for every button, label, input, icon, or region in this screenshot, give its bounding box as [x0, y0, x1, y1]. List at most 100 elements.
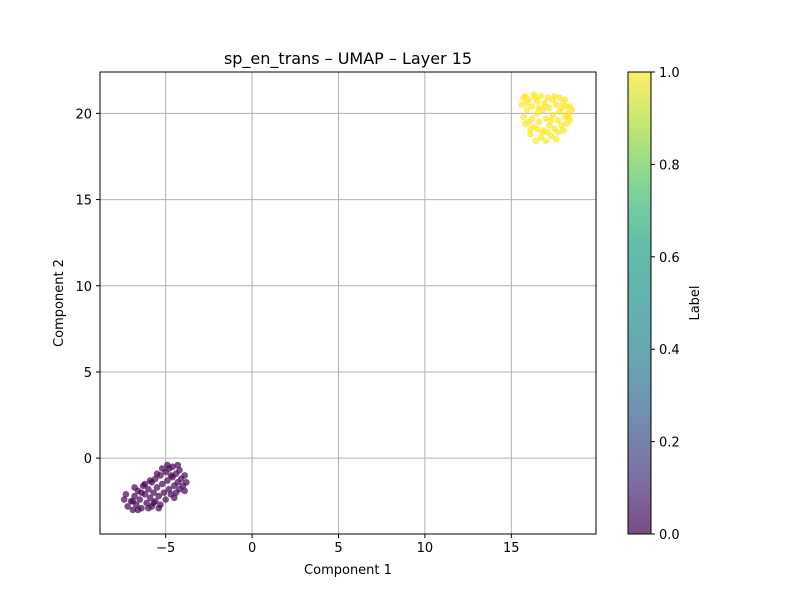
- data-point: [174, 461, 182, 469]
- y-tick-label: 15: [75, 194, 92, 209]
- data-point: [120, 496, 128, 503]
- data-point: [143, 499, 150, 507]
- data-point: [131, 484, 138, 491]
- data-point: [181, 472, 188, 479]
- data-point: [539, 129, 546, 136]
- data-point: [160, 489, 168, 496]
- y-tick-label: 20: [75, 107, 92, 122]
- data-point: [155, 492, 163, 500]
- data-point: [129, 506, 137, 514]
- grid-lines: [100, 72, 596, 534]
- data-point: [537, 92, 544, 100]
- data-point: [158, 480, 166, 488]
- data-point: [167, 472, 175, 479]
- y-tick-label: 10: [75, 280, 92, 295]
- data-point: [523, 99, 531, 107]
- data-point: [145, 485, 152, 493]
- x-axis-ticks: −5 0 5 10 15: [156, 534, 520, 556]
- data-point: [552, 101, 560, 109]
- data-point: [527, 125, 534, 133]
- data-point: [566, 103, 574, 110]
- data-point: [145, 504, 152, 512]
- data-point: [535, 118, 543, 126]
- colorbar-tick-label: 0.4: [659, 343, 680, 358]
- data-point: [152, 475, 159, 483]
- data-point: [559, 127, 567, 134]
- data-point: [181, 487, 188, 495]
- data-point: [521, 120, 529, 128]
- data-point: [134, 506, 142, 514]
- data-point: [518, 101, 525, 109]
- y-tick-label: 5: [84, 366, 92, 381]
- data-points: [120, 91, 576, 514]
- data-point: [523, 106, 531, 114]
- data-point: [122, 491, 130, 498]
- data-point: [150, 499, 157, 507]
- x-tick-label: 10: [417, 541, 434, 556]
- data-point: [542, 137, 550, 145]
- colorbar-tick-label: 0.2: [659, 436, 680, 451]
- data-point: [544, 94, 551, 102]
- y-tick-label: 0: [84, 452, 92, 467]
- data-point: [131, 492, 138, 500]
- data-point: [547, 116, 555, 124]
- data-point: [552, 135, 560, 143]
- data-point: [183, 478, 190, 486]
- data-point: [558, 122, 565, 129]
- data-point: [141, 480, 149, 488]
- colorbar: [627, 71, 652, 535]
- data-point: [544, 129, 551, 136]
- data-point: [155, 504, 163, 512]
- data-point: [542, 103, 550, 110]
- data-point: [532, 94, 539, 102]
- data-point: [532, 137, 539, 145]
- data-point: [164, 461, 171, 469]
- x-tick-label: 15: [503, 541, 520, 556]
- data-point: [146, 477, 154, 484]
- data-point: [533, 125, 541, 133]
- data-point: [551, 92, 558, 100]
- chart-title: sp_en_trans – UMAP – Layer 15: [224, 49, 472, 69]
- colorbar-ticks: 0.0 0.2 0.4 0.6 0.8 1.0: [651, 66, 680, 543]
- data-point: [171, 494, 178, 502]
- data-point: [158, 465, 166, 472]
- data-point: [129, 497, 137, 505]
- x-tick-label: −5: [156, 541, 175, 556]
- x-tick-label: 5: [334, 541, 342, 556]
- data-point: [176, 466, 183, 474]
- plot-frame: [99, 71, 597, 535]
- data-point: [165, 485, 173, 493]
- data-point: [153, 484, 161, 491]
- data-point: [554, 116, 562, 124]
- data-point: [542, 115, 550, 122]
- data-point: [549, 111, 557, 119]
- data-point: [528, 115, 536, 122]
- data-point: [537, 134, 544, 141]
- data-point: [556, 94, 564, 102]
- data-point: [162, 496, 169, 503]
- data-point: [561, 96, 569, 103]
- data-point: [150, 489, 157, 496]
- data-point: [546, 122, 553, 129]
- data-point: [565, 113, 572, 121]
- x-axis-label: Component 1: [304, 563, 392, 578]
- y-axis-label: Component 2: [52, 259, 67, 347]
- data-point: [146, 494, 154, 502]
- data-point: [169, 463, 176, 471]
- y-axis-ticks: 0 5 10 15 20: [75, 107, 100, 467]
- colorbar-tick-label: 0.0: [659, 528, 680, 543]
- data-point: [527, 130, 534, 138]
- data-point: [153, 470, 161, 477]
- data-point: [533, 110, 541, 117]
- data-point: [554, 129, 562, 136]
- data-point: [164, 477, 171, 484]
- colorbar-tick-label: 0.6: [659, 251, 680, 266]
- data-point: [136, 496, 144, 503]
- data-point: [520, 113, 527, 121]
- data-point: [535, 104, 543, 112]
- data-point: [528, 103, 536, 110]
- data-point: [520, 94, 527, 102]
- data-point: [558, 104, 565, 112]
- colorbar-tick-label: 0.8: [659, 158, 680, 173]
